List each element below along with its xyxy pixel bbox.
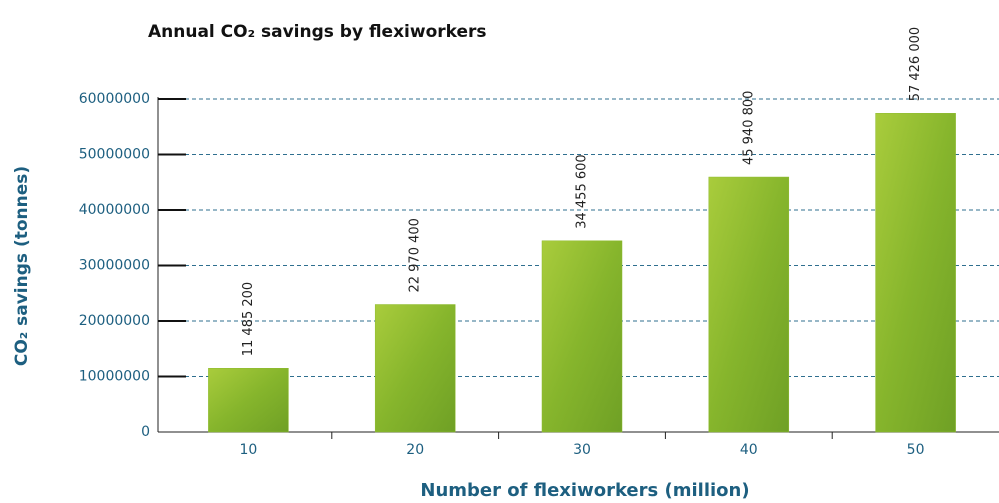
y-tick-label: 50000000 xyxy=(79,147,150,163)
x-tick-label: 30 xyxy=(573,442,591,458)
bar xyxy=(875,113,956,433)
bar xyxy=(374,304,456,433)
bar xyxy=(208,368,289,433)
x-axis-label: Number of flexiworkers (million) xyxy=(420,480,749,501)
value-label: 34 455 600 xyxy=(575,154,590,228)
value-label: 57 426 000 xyxy=(908,27,923,101)
bar xyxy=(708,176,790,433)
x-tick-label: 50 xyxy=(907,442,925,458)
y-tick-label: 10000000 xyxy=(79,369,150,385)
chart-title: Annual CO₂ savings by flexiworkers xyxy=(148,22,487,42)
value-label: 11 485 200 xyxy=(241,282,256,356)
y-tick-label: 30000000 xyxy=(79,258,150,274)
x-tick-label: 10 xyxy=(239,442,257,458)
y-tick-label: 60000000 xyxy=(79,91,150,107)
y-tick-label: 40000000 xyxy=(79,202,150,218)
y-axis-label: CO₂ savings (tonnes) xyxy=(12,166,32,366)
value-label: 45 940 800 xyxy=(741,91,756,165)
y-tick-label: 0 xyxy=(141,424,150,440)
x-tick-label: 40 xyxy=(740,442,758,458)
bar xyxy=(541,240,623,433)
value-label: 22 970 400 xyxy=(408,218,423,292)
y-tick-label: 20000000 xyxy=(79,313,150,329)
x-tick-label: 20 xyxy=(406,442,424,458)
